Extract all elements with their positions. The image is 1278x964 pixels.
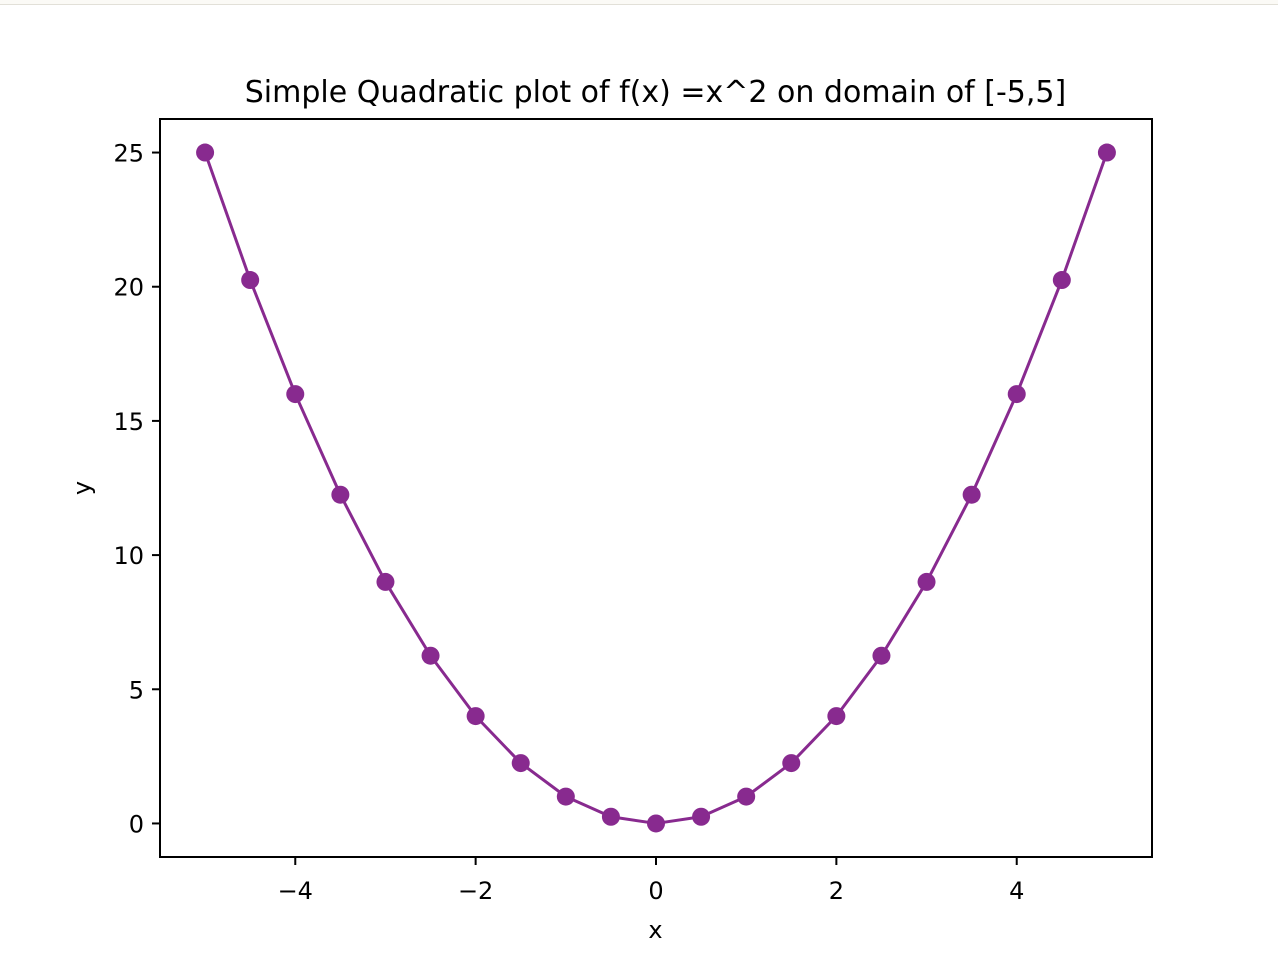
plot-area: −4 −2 0 2 4 0 5 10 15 20 25 xyxy=(113,118,1153,905)
data-point xyxy=(872,646,891,665)
data-point xyxy=(1052,271,1071,290)
data-point xyxy=(827,707,846,726)
data-point xyxy=(782,754,801,773)
data-point xyxy=(917,572,936,591)
x-tick-label: 4 xyxy=(1009,877,1024,905)
data-point xyxy=(376,572,395,591)
chart-title: Simple Quadratic plot of f(x) =x^2 on do… xyxy=(245,75,1066,110)
data-point xyxy=(692,807,711,826)
data-point xyxy=(421,646,440,665)
x-tick-label: 0 xyxy=(648,877,663,905)
x-tick-label: −4 xyxy=(278,877,313,905)
data-point xyxy=(196,143,215,162)
x-axis-label: x xyxy=(648,916,662,944)
window-top-edge xyxy=(0,0,1278,5)
plot-frame xyxy=(159,118,1153,858)
y-tick-label: 0 xyxy=(129,810,144,838)
y-tick-label: 20 xyxy=(113,274,144,302)
data-point xyxy=(601,807,620,826)
data-point xyxy=(647,814,665,833)
y-tick-label: 15 xyxy=(113,408,144,436)
x-tick-label: 2 xyxy=(829,877,844,905)
y-axis-label: y xyxy=(68,481,96,495)
data-point xyxy=(1007,385,1026,404)
data-point xyxy=(962,485,981,504)
data-point xyxy=(556,787,575,806)
data-point xyxy=(1097,143,1116,162)
data-point xyxy=(286,385,305,404)
data-point xyxy=(466,707,485,726)
x-tick-label: −2 xyxy=(458,877,493,905)
y-tick-label: 10 xyxy=(113,542,144,570)
data-point xyxy=(737,787,756,806)
data-point xyxy=(241,271,260,290)
data-point xyxy=(331,485,350,504)
data-point xyxy=(511,754,530,773)
y-tick-label: 25 xyxy=(113,140,144,168)
y-tick-label: 5 xyxy=(129,676,144,704)
